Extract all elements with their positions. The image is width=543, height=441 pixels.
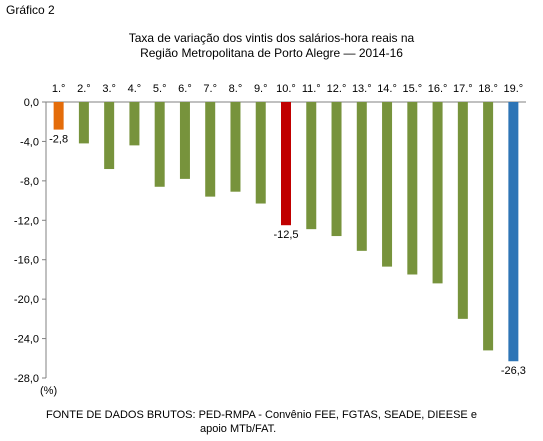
bar xyxy=(306,102,317,230)
source-note-line-2: apoio MTb/FAT. xyxy=(200,423,277,435)
x-category-label: 15.° xyxy=(402,83,422,95)
y-tick-label: -16,0 xyxy=(14,255,39,267)
bar xyxy=(457,102,468,319)
chart-title-line-2: Região Metropolitana de Porto Alegre — 2… xyxy=(140,46,403,60)
y-tick-label: -12,0 xyxy=(14,215,39,227)
x-category-label: 7.° xyxy=(203,83,217,95)
x-category-label: 18.° xyxy=(478,83,498,95)
data-label: -2,8 xyxy=(49,134,68,146)
x-category-label: 13.° xyxy=(352,83,372,95)
bar xyxy=(129,102,140,146)
x-category-label: 19.° xyxy=(504,83,524,95)
y-tick-label: 0,0 xyxy=(24,97,39,109)
source-note-line-1: FONTE DE DADOS BRUTOS: PED-RMPA - Convên… xyxy=(46,409,477,421)
x-category-label: 9.° xyxy=(254,83,268,95)
x-category-label: 10.° xyxy=(276,83,296,95)
x-category-label: 1.° xyxy=(52,83,66,95)
bar xyxy=(78,102,89,144)
x-category-label: 17.° xyxy=(453,83,473,95)
bar xyxy=(154,102,165,187)
bar xyxy=(508,102,519,362)
y-tick-label: -24,0 xyxy=(14,334,39,346)
bar xyxy=(179,102,190,179)
x-category-label: 8.° xyxy=(229,83,243,95)
x-category-label: 11.° xyxy=(302,83,321,95)
bar xyxy=(255,102,266,204)
x-category-label: 12.° xyxy=(327,83,347,95)
x-category-label: 6.° xyxy=(178,83,192,95)
x-category-label: 14.° xyxy=(377,83,397,95)
bar xyxy=(382,102,393,267)
x-category-label: 4.° xyxy=(128,83,142,95)
x-category-label: 2.° xyxy=(77,83,91,95)
bar xyxy=(483,102,494,351)
y-tick-label: -28,0 xyxy=(14,373,39,385)
figure-label: Gráfico 2 xyxy=(6,3,55,17)
bar xyxy=(432,102,443,284)
bar xyxy=(331,102,342,237)
bar xyxy=(205,102,216,197)
y-tick-label: -4,0 xyxy=(20,136,39,148)
bar xyxy=(356,102,367,251)
x-category-label: 16.° xyxy=(428,83,448,95)
bar xyxy=(53,102,64,130)
data-label: -12,5 xyxy=(273,229,298,241)
data-label: -26,3 xyxy=(501,365,526,377)
unit-label: (%) xyxy=(40,385,58,397)
y-tick-label: -8,0 xyxy=(20,176,39,188)
bar xyxy=(407,102,418,275)
bar xyxy=(281,102,291,226)
x-category-label: 3.° xyxy=(102,83,116,95)
bar xyxy=(230,102,241,192)
x-category-label: 5.° xyxy=(153,83,167,95)
y-tick-label: -20,0 xyxy=(14,294,39,306)
chart-title-line-1: Taxa de variação dos vintis dos salários… xyxy=(128,31,415,45)
bar xyxy=(104,102,115,170)
